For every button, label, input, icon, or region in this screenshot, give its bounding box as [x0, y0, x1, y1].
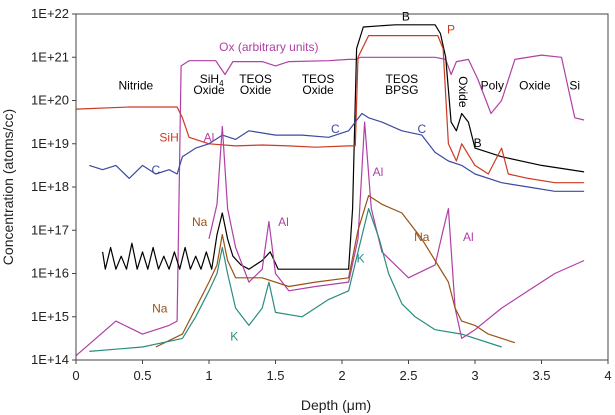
- series-line-k: [89, 208, 502, 352]
- series-annotation: P: [447, 22, 455, 36]
- y-tick-label: 1E+20: [31, 93, 69, 108]
- x-tick-label: 0.5: [133, 368, 151, 383]
- series-line-na: [155, 195, 516, 348]
- series-annotation: B: [474, 136, 482, 150]
- layer-label: SiH4: [200, 72, 224, 88]
- series-layer: [75, 24, 585, 357]
- layer-label: Poly: [481, 79, 504, 93]
- layer-label: Oxide: [240, 83, 272, 97]
- y-tick-label: 1E+17: [31, 222, 69, 237]
- y-tick-label: 1E+21: [31, 49, 69, 64]
- layer-label: BPSG: [385, 83, 418, 97]
- series-annotation: Na: [152, 301, 168, 315]
- layer-label: Oxide: [193, 83, 225, 97]
- x-tick-label: 3.5: [532, 368, 550, 383]
- x-tick-label: 3: [471, 368, 478, 383]
- series-annotation: SiH: [159, 131, 178, 145]
- x-tick-label: 0: [72, 368, 79, 383]
- series-annotation: Na: [414, 230, 430, 244]
- layer-label: Oxide: [302, 83, 334, 97]
- y-tick-label: 1E+15: [31, 309, 69, 324]
- y-tick-label: 1E+14: [31, 352, 69, 367]
- x-tick-label: 1: [205, 368, 212, 383]
- x-tick-label: 2: [338, 368, 345, 383]
- labels-layer: Nitride SiH4OxideTEOSOxideTEOSOxideTEOSBP…: [119, 9, 581, 343]
- series-line-al: [208, 121, 585, 339]
- series-annotation: C: [331, 122, 340, 136]
- series-annotation: K: [230, 330, 238, 344]
- series-annotation: C: [151, 163, 160, 177]
- series-annotation: Al: [204, 131, 215, 145]
- series-annotation: Na: [192, 215, 208, 229]
- series-annotation: Al: [373, 165, 384, 179]
- series-line-b: [102, 24, 585, 270]
- x-tick-label: 1.5: [266, 368, 284, 383]
- layer-label: TEOS: [386, 72, 419, 86]
- layer-label: TEOS: [239, 72, 272, 86]
- x-tick-label: 2.5: [399, 368, 417, 383]
- series-line-c: [89, 112, 585, 192]
- series-annotation: B: [402, 9, 410, 23]
- series-annotation: C: [417, 122, 426, 136]
- series-annotation: Al: [463, 230, 474, 244]
- x-axis-label: Depth (μm): [301, 397, 371, 413]
- layer-label: Oxide: [519, 79, 551, 93]
- y-axis-label: Concentration (atoms/cc): [0, 109, 16, 265]
- y-tick-label: 1E+18: [31, 179, 69, 194]
- axes: 1E+14 1E+15 1E+16 1E+17 1E+18 1E+19 1E+20 1E+21…: [31, 6, 612, 383]
- layer-label: Nitride: [119, 79, 154, 93]
- x-tick-label: 4: [604, 368, 611, 383]
- series-annotation: Ox (arbitrary units): [219, 40, 318, 54]
- layer-label: Si: [569, 79, 580, 93]
- y-tick-label: 1E+19: [31, 136, 69, 151]
- layer-label: Oxide: [456, 76, 470, 108]
- y-tick-label: 1E+22: [31, 6, 69, 21]
- series-annotation: K: [357, 252, 365, 266]
- series-annotation: Al: [278, 215, 289, 229]
- series-line-ox: [75, 54, 585, 357]
- y-tick-label: 1E+16: [31, 266, 69, 281]
- layer-label: TEOS: [302, 72, 335, 86]
- series-line-p: [75, 34, 585, 184]
